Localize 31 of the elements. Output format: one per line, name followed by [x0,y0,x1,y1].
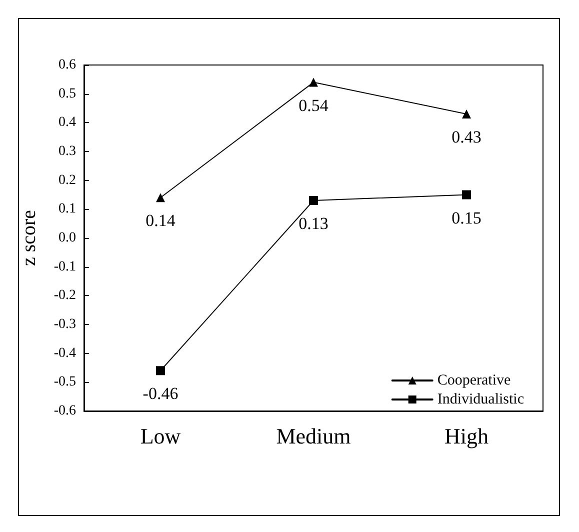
point [309,196,318,206]
y-tick-label: -0.3 [54,317,76,332]
y-tick-label: 0.3 [58,144,76,159]
y-tick-label: 0.0 [58,230,76,246]
point [462,110,471,119]
x-tick-label: High [444,424,488,448]
data-label: 0.13 [298,214,328,234]
data-label: -0.46 [142,384,178,404]
point [156,366,165,376]
y-tick-label: -0.5 [54,374,76,390]
legend-label: Individualistic [437,392,524,408]
data-label: 0.54 [298,96,329,115]
y-tick-label: 0.1 [58,202,76,217]
y-tick-label: 0.2 [58,172,76,188]
point [309,78,318,87]
y-tick-label: 0.6 [58,58,76,72]
y-tick-label: -0.1 [54,259,76,274]
data-label: 0.14 [146,211,176,230]
x-tick-label: Low [140,424,181,448]
y-axis-title: z score [18,210,40,266]
x-tick-label: Medium [276,424,351,448]
y-tick-label: 0.5 [58,86,76,102]
point [156,193,165,202]
data-label: 0.15 [452,208,482,228]
y-tick-label: -0.4 [54,346,76,361]
y-tick-label: 0.4 [58,115,76,130]
y-tick-label: -0.6 [54,404,76,418]
data-label: 0.43 [452,128,482,147]
y-tick-label: -0.2 [54,288,76,304]
point [462,190,471,200]
legend-label: Cooperative [437,372,511,388]
